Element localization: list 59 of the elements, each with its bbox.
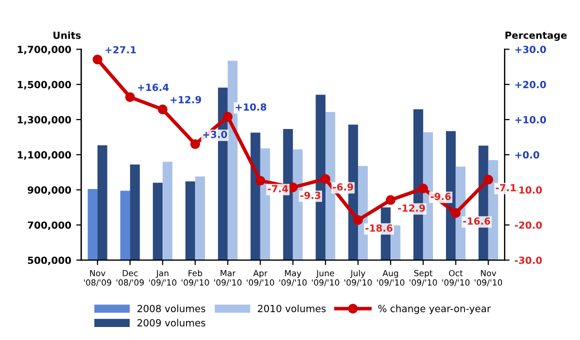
data-label: -16.6 — [463, 217, 490, 225]
data-label: -9.6 — [430, 192, 451, 200]
y-axis-title: Units — [54, 31, 81, 39]
point — [386, 195, 396, 205]
data-label: +27.1 — [105, 46, 136, 54]
x-tick-label: Mar '09/'10 — [214, 270, 242, 286]
point — [158, 104, 168, 114]
legend-label: 2008 volumes — [138, 304, 206, 312]
y2-axis-title: Percentage — [505, 32, 567, 41]
y2-tick-label: +20.0 — [515, 80, 546, 88]
data-label: +16.4 — [138, 84, 169, 92]
y-tick-label: 1,300,000 — [18, 116, 72, 125]
x-tick-label: Nov '08/'09 — [84, 270, 112, 286]
point — [92, 54, 102, 64]
x-tick-label: Jan '09/'10 — [149, 270, 176, 286]
x-tick-label: May '09/'10 — [279, 270, 307, 286]
point — [353, 215, 363, 225]
point — [483, 174, 494, 185]
x-tick-label: Aug '09/'10 — [377, 270, 404, 286]
data-label: -7.4 — [268, 185, 288, 192]
legend-label: 2010 volumes — [258, 304, 326, 312]
point — [418, 184, 428, 194]
y2-tick-label: -20.0 — [514, 221, 542, 229]
x-tick-label: Nov '09/'10 — [474, 270, 502, 286]
data-label: -6.9 — [332, 183, 354, 191]
x-tick-label: June '09/'10 — [312, 270, 340, 286]
data-label: -18.6 — [366, 224, 392, 232]
point — [190, 139, 200, 150]
y-tick-label: 1,700,000 — [18, 46, 72, 54]
legend-label: 2009 volumes — [138, 318, 206, 326]
data-label: +3.0 — [203, 130, 228, 138]
point — [320, 174, 330, 184]
y2-tick-label: -10.0 — [514, 186, 542, 194]
y2-tick-label: +30.0 — [515, 46, 546, 54]
y-tick-label: 900,000 — [28, 186, 72, 195]
data-label: -9.3 — [300, 192, 320, 200]
point — [450, 208, 461, 218]
data-label: -7.1 — [496, 184, 516, 192]
y2-tick-label: -30.0 — [514, 256, 542, 264]
point — [288, 182, 298, 192]
y-tick-label: 1,500,000 — [18, 80, 72, 90]
point — [255, 176, 266, 186]
y-tick-label: 700,000 — [28, 221, 72, 230]
data-label: -12.9 — [398, 204, 425, 212]
x-tick-label: Oct '09/'10 — [442, 270, 470, 286]
y-tick-label: 1,100,000 — [18, 151, 72, 160]
y2-tick-label: +0.0 — [515, 151, 540, 159]
data-label: +12.9 — [170, 96, 202, 104]
x-tick-label: July '09/'10 — [344, 270, 372, 286]
data-label: +10.8 — [236, 103, 266, 111]
point — [222, 112, 233, 122]
x-tick-label: Feb '09/'10 — [182, 270, 209, 286]
legend-label: % change year-on-year — [378, 304, 491, 314]
y2-tick-label: +10.0 — [515, 116, 546, 124]
x-tick-label: Dec '08/'09 — [116, 270, 144, 286]
point — [125, 92, 135, 102]
x-tick-label: Apr '09/'10 — [246, 270, 274, 286]
x-tick-label: Sept '09/'10 — [410, 270, 437, 286]
y-tick-label: 500,000 — [28, 256, 72, 266]
